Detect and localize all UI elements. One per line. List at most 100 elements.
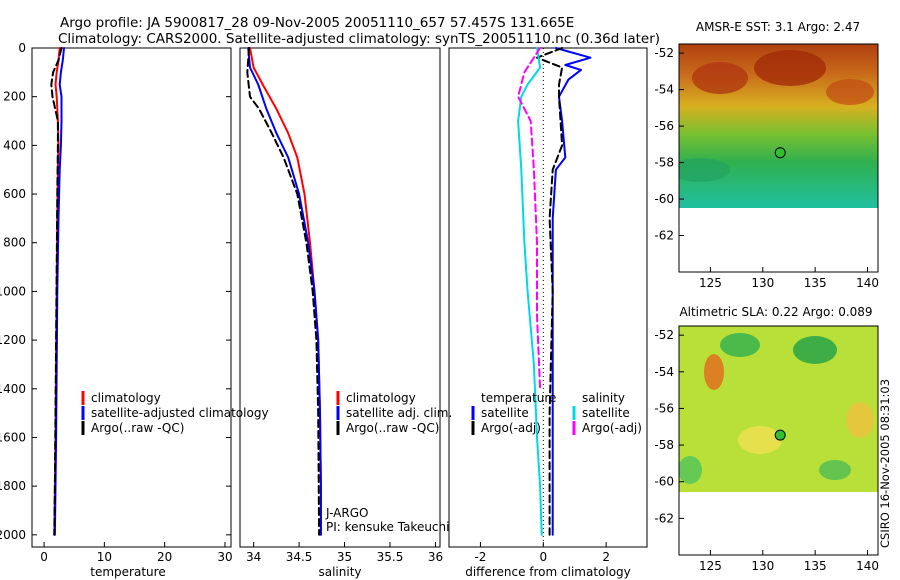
lat-tick-label: -52 <box>654 328 674 342</box>
header-line1: Argo profile: JA 5900817_28 09-Nov-2005 … <box>60 15 574 31</box>
difference-axes-frame <box>448 47 648 548</box>
sla-low-patch <box>679 456 702 484</box>
sla-high-patch <box>704 354 724 390</box>
series-line-argo-raw-qc <box>246 47 321 536</box>
lat-tick-label: -60 <box>654 475 674 489</box>
lon-tick-label: 130 <box>751 276 774 290</box>
lon-tick-label: 130 <box>751 559 774 573</box>
series-line-satellite <box>517 47 543 536</box>
series-line-satellite-adj-clim <box>247 47 322 536</box>
sla-low-patch <box>793 336 837 364</box>
lon-tick-label: 140 <box>856 276 879 290</box>
legend-heading-temperature: temperature <box>481 391 556 405</box>
lat-tick-label: -60 <box>654 192 674 206</box>
y-tick-label: 1000 <box>0 284 26 298</box>
panel-salinity: 34 34.5 35 35.5 36 salinity climatology sate… <box>239 47 452 579</box>
lon-tick-label: 135 <box>804 276 827 290</box>
y-tick-label: 1200 <box>0 333 26 347</box>
lon-tick-label: 125 <box>699 559 722 573</box>
lon-tick-label: 135 <box>804 559 827 573</box>
series-line-argo-raw-qc <box>50 47 63 536</box>
legend-heading-salinity: salinity <box>582 391 625 405</box>
series-line-argo-adj <box>517 47 542 390</box>
x-tick-label: 20 <box>157 550 172 564</box>
x-tick-label: 10 <box>97 550 112 564</box>
argo-float-marker <box>774 429 786 441</box>
x-tick-label: 0 <box>539 550 547 564</box>
x-tick-label: 30 <box>217 550 232 564</box>
legend-label-satellite: satellite-adjusted climatology <box>91 406 269 420</box>
lat-tick-label: -56 <box>654 119 674 133</box>
panel-map-sla: Altimetric SLA: 0.22 Argo: 0.089 125 130 1… <box>654 305 879 573</box>
lon-tick-label: 125 <box>699 276 722 290</box>
lat-tick-label: -56 <box>654 401 674 415</box>
x-tick-label: 34.5 <box>286 550 313 564</box>
float-pi-label: PI: kensuke Takeuchi <box>326 520 449 534</box>
sst-warm-patch <box>692 62 748 94</box>
lat-tick-label: -62 <box>654 511 674 525</box>
sst-map-frame <box>678 43 879 273</box>
y-tick-label: 1600 <box>0 430 26 444</box>
y-tick-label: 600 <box>3 187 26 201</box>
x-tick-label: 0 <box>40 550 48 564</box>
x-tick-label: -2 <box>474 550 486 564</box>
header-line2: Climatology: CARS2000. Satellite-adjuste… <box>58 31 660 47</box>
sla-high-patch <box>738 426 782 454</box>
series-line-argo-adj <box>536 47 564 536</box>
temperature-axes-frame <box>31 47 232 548</box>
x-tick-label: 2 <box>602 550 610 564</box>
temperature-xlabel: temperature <box>90 565 165 579</box>
lon-tick-label: 140 <box>856 559 879 573</box>
y-tick-label: 2000 <box>0 528 26 542</box>
salinity-axes-frame <box>239 47 441 548</box>
sla-low-patch <box>819 460 851 480</box>
difference-xlabel: difference from climatology <box>465 565 631 579</box>
sst-cool-patch <box>679 158 730 182</box>
series-line-satellite <box>551 47 592 536</box>
panel-map-sst: AMSR-E SST: 3.1 Argo: 2.47 125 130 135 140 -… <box>654 20 879 290</box>
lat-tick-label: -54 <box>654 365 674 379</box>
legend-label-sal-satellite: satellite <box>582 406 630 420</box>
lat-tick-label: -58 <box>654 438 674 452</box>
legend-label-climatology: climatology <box>346 391 416 405</box>
map-sla-title: Altimetric SLA: 0.22 Argo: 0.089 <box>679 305 872 319</box>
salinity-legend: climatology satellite adj. clim. Argo(..… <box>336 391 452 435</box>
sla-low-patch <box>720 333 760 357</box>
y-tick-label: 800 <box>3 236 26 250</box>
legend-label-climatology: climatology <box>91 391 161 405</box>
lat-tick-label: -62 <box>654 229 674 243</box>
legend-label-satellite: satellite adj. clim. <box>346 406 452 420</box>
y-tick-label: 1800 <box>0 479 26 493</box>
lat-tick-label: -54 <box>654 83 674 97</box>
sst-warm-patch <box>826 79 874 105</box>
y-tick-label: 0 <box>18 41 26 55</box>
y-tick-label: 1400 <box>0 382 26 396</box>
x-tick-label: 34 <box>246 550 261 564</box>
difference-legend: temperature satellite Argo(-adj) salinit… <box>471 391 642 435</box>
creation-stamp: CSIRO 16-Nov-2005 08:31:03 <box>878 379 892 548</box>
sla-map-frame <box>678 325 879 556</box>
legend-label-temp-satellite: satellite <box>481 406 529 420</box>
float-program-label: J-ARGO <box>325 506 368 520</box>
panel-temperature: 0 200 400 600 800 1000 1200 1400 1600 1800 2000 0 10… <box>0 41 269 579</box>
lat-tick-label: -58 <box>654 156 674 170</box>
x-tick-label: 36 <box>428 550 443 564</box>
salinity-xlabel: salinity <box>318 565 361 579</box>
legend-label-argo: Argo(..raw -QC) <box>346 421 439 435</box>
legend-label-sal-argo: Argo(-adj) <box>582 421 642 435</box>
series-line-climatology <box>249 47 322 536</box>
lat-tick-label: -52 <box>654 46 674 60</box>
y-tick-label: 400 <box>3 138 26 152</box>
argo-float-marker <box>774 147 786 159</box>
sla-high-patch <box>846 402 874 438</box>
legend-label-temp-argo: Argo(-adj) <box>481 421 541 435</box>
map-sst-title: AMSR-E SST: 3.1 Argo: 2.47 <box>696 20 860 34</box>
legend-label-argo: Argo(..raw -QC) <box>91 421 184 435</box>
temperature-legend: climatology satellite-adjusted climatolo… <box>81 391 269 435</box>
y-tick-label: 200 <box>3 90 26 104</box>
panel-difference: -2 0 2 difference from climatology tempera… <box>448 47 648 579</box>
sst-warm-patch <box>754 50 826 86</box>
x-tick-label: 35 <box>337 550 352 564</box>
x-tick-label: 35.5 <box>377 550 404 564</box>
